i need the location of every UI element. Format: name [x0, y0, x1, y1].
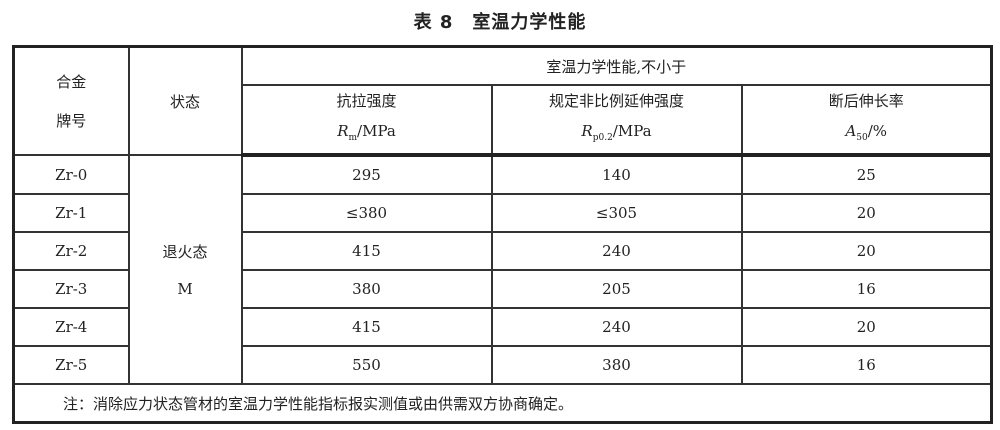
table-row: Zr-2 415 240 20 — [12, 231, 993, 271]
header-tensile-strength: 抗拉强度 Rm/MPa — [240, 84, 493, 157]
cell-grade: Zr-1 — [12, 193, 130, 233]
cell-a: 20 — [740, 307, 993, 347]
cell-state: 退火态 M — [127, 154, 243, 385]
cell-rp: 205 — [490, 269, 743, 309]
cell-grade: Zr-3 — [12, 269, 130, 309]
header-grade: 合金 牌号 — [12, 45, 130, 156]
cell-rp: 240 — [490, 231, 743, 271]
header-group: 室温力学性能,不小于 — [240, 45, 993, 86]
cell-rm: 550 — [240, 345, 493, 385]
cell-a: 16 — [740, 345, 993, 385]
cell-grade: Zr-4 — [12, 307, 130, 347]
cell-a: 16 — [740, 269, 993, 309]
cell-grade: Zr-2 — [12, 231, 130, 271]
cell-rm: ≤380 — [240, 193, 493, 233]
cell-rm: 380 — [240, 269, 493, 309]
header-elongation: 断后伸长率 A50/% — [740, 84, 993, 157]
header-state: 状态 — [127, 45, 243, 156]
cell-rm: 415 — [240, 231, 493, 271]
header-proof-strength: 规定非比例延伸强度 Rp0.2/MPa — [490, 84, 743, 157]
table-row: Zr-1 ≤380 ≤305 20 — [12, 193, 993, 233]
cell-rp: 240 — [490, 307, 743, 347]
cell-rm: 415 — [240, 307, 493, 347]
table-note: 注：消除应力状态管材的室温力学性能指标报实测值或由供需双方协商确定。 — [12, 383, 993, 424]
cell-a: 20 — [740, 231, 993, 271]
table-row: Zr-3 380 205 16 — [12, 269, 993, 309]
cell-a: 20 — [740, 193, 993, 233]
table-title: 表 8 室温力学性能 — [413, 12, 587, 33]
cell-grade: Zr-5 — [12, 345, 130, 385]
cell-a: 25 — [740, 154, 993, 195]
cell-rp: 140 — [490, 154, 743, 195]
cell-rm: 295 — [240, 154, 493, 195]
table-row: Zr-4 415 240 20 — [12, 307, 993, 347]
cell-rp: ≤305 — [490, 193, 743, 233]
cell-grade: Zr-0 — [12, 154, 130, 195]
table-row: Zr-0 退火态 M 295 140 25 — [12, 154, 993, 385]
table-row: Zr-5 550 380 16 — [12, 345, 993, 385]
mechanical-properties-table: 合金 牌号 状态 室温力学性能,不小于 抗拉强度 Rm/MPa 规定非比例延伸强度 R… — [12, 45, 994, 424]
cell-rp: 380 — [490, 345, 743, 385]
